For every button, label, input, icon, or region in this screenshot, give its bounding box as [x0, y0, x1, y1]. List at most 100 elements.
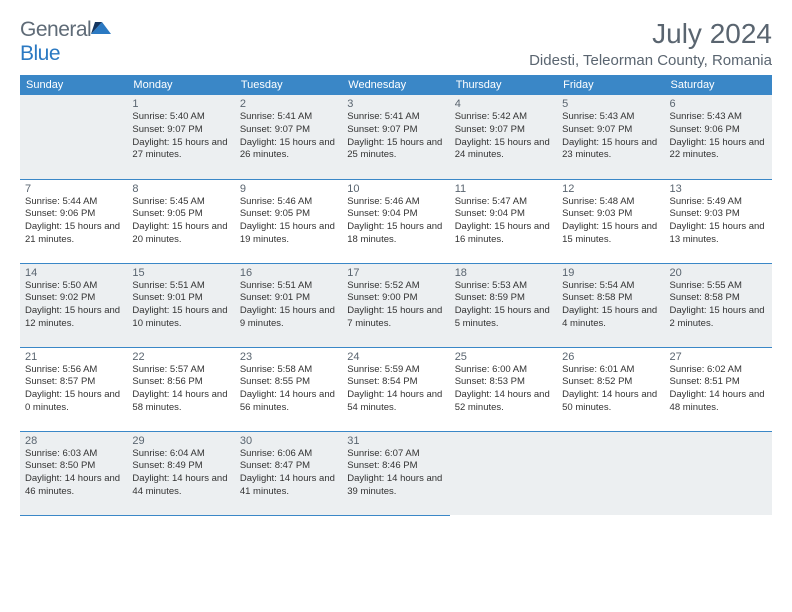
day-details: Sunrise: 5:42 AMSunset: 9:07 PMDaylight:… [455, 111, 552, 162]
calendar-cell: 30Sunrise: 6:06 AMSunset: 8:47 PMDayligh… [235, 431, 342, 515]
day-details: Sunrise: 5:47 AMSunset: 9:04 PMDaylight:… [455, 196, 552, 247]
calendar-row: 21Sunrise: 5:56 AMSunset: 8:57 PMDayligh… [20, 347, 772, 431]
day-details: Sunrise: 5:41 AMSunset: 9:07 PMDaylight:… [347, 111, 444, 162]
day-details: Sunrise: 5:40 AMSunset: 9:07 PMDaylight:… [132, 111, 229, 162]
calendar-cell: 22Sunrise: 5:57 AMSunset: 8:56 PMDayligh… [127, 347, 234, 431]
day-number: 5 [562, 98, 659, 111]
day-number: 22 [132, 351, 229, 364]
day-details: Sunrise: 5:53 AMSunset: 8:59 PMDaylight:… [455, 280, 552, 331]
day-details: Sunrise: 5:51 AMSunset: 9:01 PMDaylight:… [240, 280, 337, 331]
calendar-row: 1Sunrise: 5:40 AMSunset: 9:07 PMDaylight… [20, 95, 772, 179]
calendar-cell: 25Sunrise: 6:00 AMSunset: 8:53 PMDayligh… [450, 347, 557, 431]
calendar-cell: 29Sunrise: 6:04 AMSunset: 8:49 PMDayligh… [127, 431, 234, 515]
calendar-cell: 26Sunrise: 6:01 AMSunset: 8:52 PMDayligh… [557, 347, 664, 431]
day-details: Sunrise: 5:41 AMSunset: 9:07 PMDaylight:… [240, 111, 337, 162]
calendar-cell [20, 95, 127, 179]
calendar-cell: 2Sunrise: 5:41 AMSunset: 9:07 PMDaylight… [235, 95, 342, 179]
day-number: 4 [455, 98, 552, 111]
calendar-table: SundayMondayTuesdayWednesdayThursdayFrid… [20, 75, 772, 516]
day-details: Sunrise: 5:45 AMSunset: 9:05 PMDaylight:… [132, 196, 229, 247]
day-details: Sunrise: 5:55 AMSunset: 8:58 PMDaylight:… [670, 280, 767, 331]
day-number: 16 [240, 267, 337, 280]
day-details: Sunrise: 5:43 AMSunset: 9:06 PMDaylight:… [670, 111, 767, 162]
calendar-cell: 13Sunrise: 5:49 AMSunset: 9:03 PMDayligh… [665, 179, 772, 263]
day-number: 15 [132, 267, 229, 280]
day-number: 19 [562, 267, 659, 280]
day-details: Sunrise: 5:46 AMSunset: 9:05 PMDaylight:… [240, 196, 337, 247]
logo-icon [91, 18, 113, 42]
day-number: 31 [347, 435, 444, 448]
day-details: Sunrise: 5:59 AMSunset: 8:54 PMDaylight:… [347, 364, 444, 415]
calendar-cell [557, 431, 664, 515]
calendar-row: 7Sunrise: 5:44 AMSunset: 9:06 PMDaylight… [20, 179, 772, 263]
weekday-header: Wednesday [342, 75, 449, 95]
logo: GeneralBlue [20, 18, 113, 66]
weekday-header: Thursday [450, 75, 557, 95]
title-block: July 2024 Didesti, Teleorman County, Rom… [529, 18, 772, 69]
logo-text: GeneralBlue [20, 18, 113, 66]
calendar-cell: 4Sunrise: 5:42 AMSunset: 9:07 PMDaylight… [450, 95, 557, 179]
header: GeneralBlue July 2024 Didesti, Teleorman… [20, 18, 772, 69]
day-number: 12 [562, 183, 659, 196]
calendar-cell: 7Sunrise: 5:44 AMSunset: 9:06 PMDaylight… [20, 179, 127, 263]
weekday-header: Tuesday [235, 75, 342, 95]
day-number: 8 [132, 183, 229, 196]
day-details: Sunrise: 5:44 AMSunset: 9:06 PMDaylight:… [25, 196, 122, 247]
calendar-cell: 15Sunrise: 5:51 AMSunset: 9:01 PMDayligh… [127, 263, 234, 347]
calendar-cell: 9Sunrise: 5:46 AMSunset: 9:05 PMDaylight… [235, 179, 342, 263]
day-number: 6 [670, 98, 767, 111]
day-number: 21 [25, 351, 122, 364]
weekday-header: Saturday [665, 75, 772, 95]
day-number: 24 [347, 351, 444, 364]
day-number: 1 [132, 98, 229, 111]
day-number: 20 [670, 267, 767, 280]
calendar-cell: 12Sunrise: 5:48 AMSunset: 9:03 PMDayligh… [557, 179, 664, 263]
calendar-cell: 28Sunrise: 6:03 AMSunset: 8:50 PMDayligh… [20, 431, 127, 515]
calendar-cell: 8Sunrise: 5:45 AMSunset: 9:05 PMDaylight… [127, 179, 234, 263]
calendar-row: 14Sunrise: 5:50 AMSunset: 9:02 PMDayligh… [20, 263, 772, 347]
day-details: Sunrise: 5:51 AMSunset: 9:01 PMDaylight:… [132, 280, 229, 331]
location: Didesti, Teleorman County, Romania [529, 52, 772, 69]
calendar-cell: 31Sunrise: 6:07 AMSunset: 8:46 PMDayligh… [342, 431, 449, 515]
day-number: 2 [240, 98, 337, 111]
day-details: Sunrise: 6:01 AMSunset: 8:52 PMDaylight:… [562, 364, 659, 415]
weekday-header: Monday [127, 75, 234, 95]
day-number: 17 [347, 267, 444, 280]
day-details: Sunrise: 6:00 AMSunset: 8:53 PMDaylight:… [455, 364, 552, 415]
day-number: 29 [132, 435, 229, 448]
day-number: 11 [455, 183, 552, 196]
day-details: Sunrise: 6:06 AMSunset: 8:47 PMDaylight:… [240, 448, 337, 499]
day-details: Sunrise: 5:57 AMSunset: 8:56 PMDaylight:… [132, 364, 229, 415]
day-number: 9 [240, 183, 337, 196]
day-details: Sunrise: 5:56 AMSunset: 8:57 PMDaylight:… [25, 364, 122, 415]
day-details: Sunrise: 5:50 AMSunset: 9:02 PMDaylight:… [25, 280, 122, 331]
day-number: 25 [455, 351, 552, 364]
day-details: Sunrise: 6:03 AMSunset: 8:50 PMDaylight:… [25, 448, 122, 499]
day-number: 26 [562, 351, 659, 364]
calendar-cell [665, 431, 772, 515]
calendar-cell: 21Sunrise: 5:56 AMSunset: 8:57 PMDayligh… [20, 347, 127, 431]
day-details: Sunrise: 5:48 AMSunset: 9:03 PMDaylight:… [562, 196, 659, 247]
calendar-cell: 27Sunrise: 6:02 AMSunset: 8:51 PMDayligh… [665, 347, 772, 431]
weekday-header: Sunday [20, 75, 127, 95]
logo-part1: General [20, 18, 91, 41]
day-details: Sunrise: 5:49 AMSunset: 9:03 PMDaylight:… [670, 196, 767, 247]
calendar-row: 28Sunrise: 6:03 AMSunset: 8:50 PMDayligh… [20, 431, 772, 515]
day-number: 13 [670, 183, 767, 196]
day-details: Sunrise: 5:58 AMSunset: 8:55 PMDaylight:… [240, 364, 337, 415]
day-details: Sunrise: 6:04 AMSunset: 8:49 PMDaylight:… [132, 448, 229, 499]
month-title: July 2024 [529, 18, 772, 50]
calendar-cell: 16Sunrise: 5:51 AMSunset: 9:01 PMDayligh… [235, 263, 342, 347]
day-number: 14 [25, 267, 122, 280]
calendar-cell: 23Sunrise: 5:58 AMSunset: 8:55 PMDayligh… [235, 347, 342, 431]
calendar-cell: 3Sunrise: 5:41 AMSunset: 9:07 PMDaylight… [342, 95, 449, 179]
calendar-cell: 10Sunrise: 5:46 AMSunset: 9:04 PMDayligh… [342, 179, 449, 263]
calendar-body: 1Sunrise: 5:40 AMSunset: 9:07 PMDaylight… [20, 95, 772, 515]
logo-part2: Blue [20, 42, 60, 65]
calendar-cell: 24Sunrise: 5:59 AMSunset: 8:54 PMDayligh… [342, 347, 449, 431]
calendar-cell: 19Sunrise: 5:54 AMSunset: 8:58 PMDayligh… [557, 263, 664, 347]
day-number: 3 [347, 98, 444, 111]
day-number: 30 [240, 435, 337, 448]
day-number: 10 [347, 183, 444, 196]
calendar-cell: 6Sunrise: 5:43 AMSunset: 9:06 PMDaylight… [665, 95, 772, 179]
